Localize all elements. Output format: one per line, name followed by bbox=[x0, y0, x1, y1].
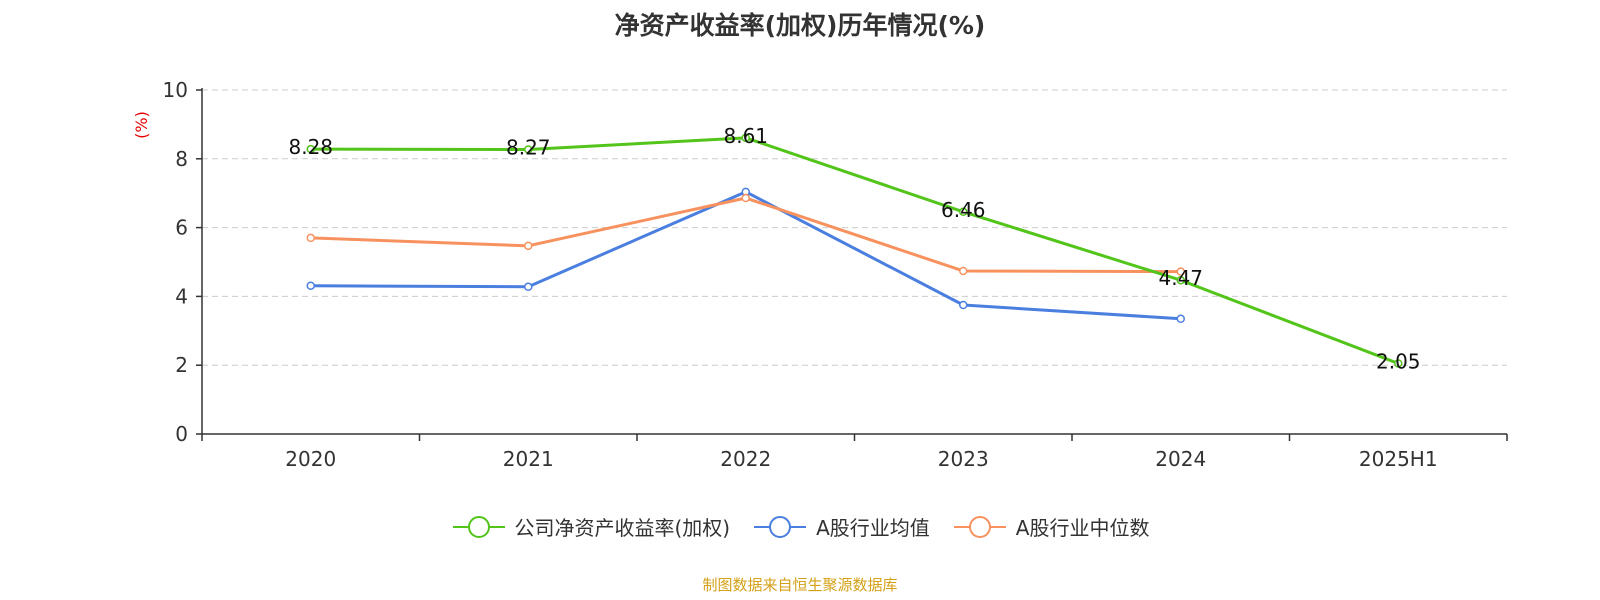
data-point bbox=[524, 282, 533, 292]
y-tick-label: 4 bbox=[175, 284, 188, 308]
data-label: 8.27 bbox=[506, 136, 551, 160]
data-point bbox=[306, 281, 315, 290]
data-label: 8.28 bbox=[288, 135, 333, 159]
legend-label-company: 公司净资产收益率(加权) bbox=[514, 516, 731, 540]
data-point bbox=[741, 193, 750, 203]
data-point bbox=[741, 133, 750, 143]
x-tick-label: 2025H1 bbox=[1359, 447, 1438, 471]
legend-label-industry-median: A股行业中位数 bbox=[1015, 516, 1150, 540]
x-tick-label: 2020 bbox=[285, 447, 336, 471]
data-point bbox=[1394, 359, 1403, 368]
legend-item-industry-median[interactable]: A股行业中位数 bbox=[952, 512, 1150, 541]
series-line bbox=[310, 190, 1181, 321]
x-tick-label: 2023 bbox=[938, 447, 989, 471]
data-point bbox=[1176, 314, 1185, 324]
legend-swatch-company bbox=[452, 515, 505, 538]
x-tick-label: 2024 bbox=[1155, 447, 1206, 471]
series-line bbox=[310, 196, 1181, 274]
x-tick-label: 2022 bbox=[720, 447, 771, 471]
data-point bbox=[959, 207, 968, 217]
data-label: 8.61 bbox=[723, 124, 768, 148]
data-label: 2.05 bbox=[1376, 349, 1421, 373]
series-line bbox=[310, 136, 1399, 365]
data-point bbox=[1176, 275, 1185, 285]
legend-item-industry-mean[interactable]: A股行业均值 bbox=[752, 512, 930, 541]
legend-swatch-industry-mean bbox=[754, 515, 807, 538]
data-source-note: 制图数据来自恒生聚源数据库 bbox=[702, 576, 898, 594]
legend-swatch-industry-median bbox=[953, 515, 1006, 538]
legend: 公司净资产收益率(加权) A股行业均值 A股行业中位数 bbox=[0, 512, 1600, 541]
data-point bbox=[306, 233, 315, 243]
data-label: 4.47 bbox=[1158, 266, 1203, 290]
legend-label-industry-mean: A股行业均值 bbox=[816, 516, 930, 540]
data-point bbox=[959, 300, 968, 310]
data-point bbox=[959, 266, 968, 276]
data-point bbox=[524, 145, 533, 154]
chart-title: 净资产收益率(加权)历年情况(%) bbox=[614, 11, 986, 40]
legend-item-company[interactable]: 公司净资产收益率(加权) bbox=[451, 512, 731, 541]
data-point bbox=[306, 144, 315, 154]
y-tick-label: 10 bbox=[163, 78, 188, 102]
data-point bbox=[524, 241, 533, 251]
y-tick-label: 2 bbox=[175, 353, 188, 377]
y-tick-label: 6 bbox=[175, 216, 188, 240]
x-tick-label: 2021 bbox=[503, 447, 554, 471]
y-tick-label: 0 bbox=[175, 422, 188, 446]
data-label: 6.46 bbox=[941, 198, 986, 222]
data-point bbox=[1176, 267, 1185, 276]
y-tick-label: 8 bbox=[175, 147, 188, 171]
